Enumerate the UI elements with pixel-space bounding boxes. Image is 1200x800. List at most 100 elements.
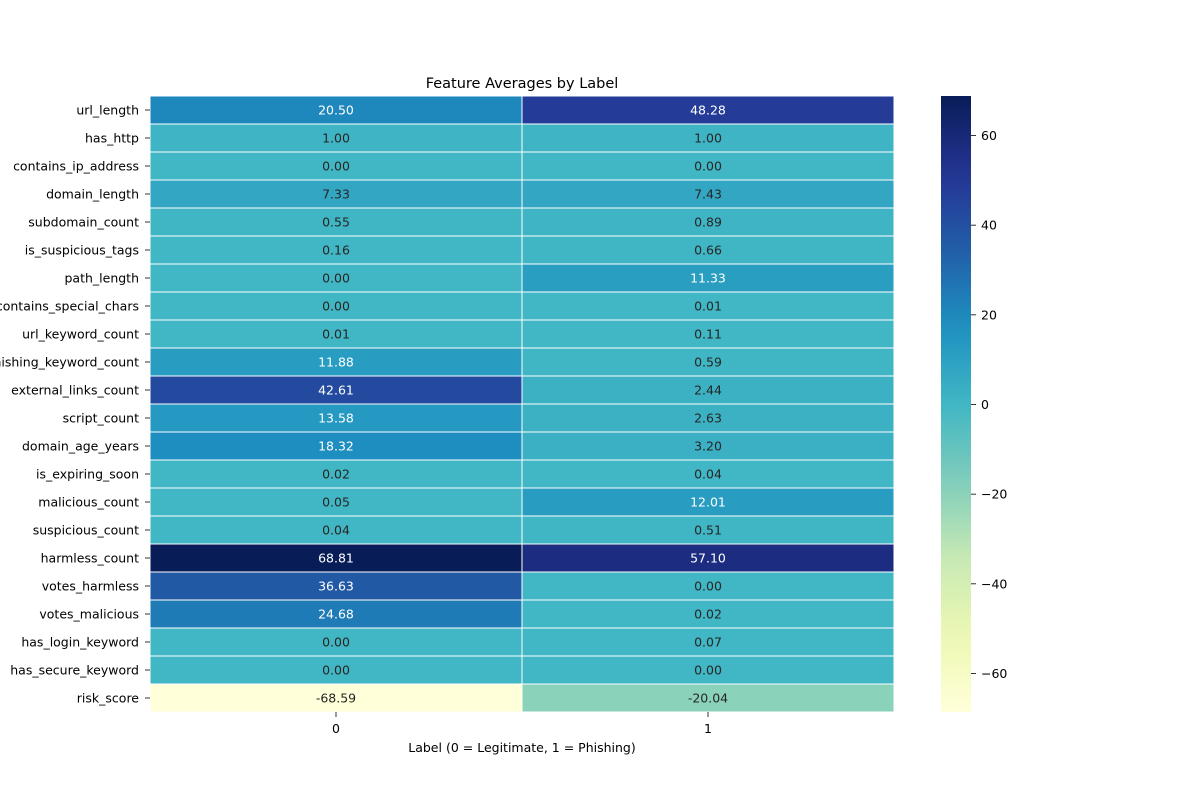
colorbar-tick-label: 40 (981, 218, 997, 233)
y-tick-label: has_login_keyword (21, 635, 139, 650)
y-tick-label: votes_malicious (39, 607, 139, 622)
cell-value-label: 0.00 (322, 271, 350, 286)
heatmap-cells: 20.50 48.28 1.00 1.00 0.00 0.00 7.33 7.43 0.55 0.… (149, 95, 895, 713)
heatmap-cell (149, 487, 523, 517)
heatmap-cell (149, 627, 523, 657)
y-tick-label: risk_score (77, 691, 140, 706)
cell-value-label: 0.02 (694, 607, 722, 622)
heatmap-cell (521, 235, 895, 265)
cell-value-label: 0.07 (694, 635, 722, 650)
x-axis-label: Label (0 = Legitimate, 1 = Phishing) (408, 740, 635, 755)
y-tick-label: phishing_keyword_count (0, 355, 139, 370)
cell-value-label: 0.04 (694, 467, 722, 482)
cell-value-label: 12.01 (690, 495, 726, 510)
y-tick-label: script_count (63, 411, 139, 426)
cell-value-label: -20.04 (688, 691, 728, 706)
cell-value-label: 0.55 (322, 215, 350, 230)
y-tick-label: has_secure_keyword (10, 663, 139, 678)
cell-value-label: 1.00 (322, 131, 350, 146)
y-tick-label: is_expiring_soon (36, 467, 139, 482)
y-tick-label: votes_harmless (42, 579, 139, 594)
y-tick-label: harmless_count (41, 551, 139, 566)
heatmap-cell (521, 291, 895, 321)
cell-value-label: 48.28 (690, 103, 726, 118)
cell-value-label: 13.58 (318, 411, 354, 426)
cell-value-label: 20.50 (318, 103, 354, 118)
heatmap-cell (521, 207, 895, 237)
cell-value-label: 0.01 (694, 299, 722, 314)
cell-value-label: 0.01 (322, 327, 350, 342)
x-tick-label: 1 (704, 721, 712, 736)
heatmap-cell (521, 571, 895, 601)
cell-value-label: 0.00 (694, 663, 722, 678)
cell-value-label: 0.00 (322, 635, 350, 650)
cell-value-label: 0.89 (694, 215, 722, 230)
y-tick-label: contains_ip_address (13, 159, 139, 174)
cell-value-label: 7.43 (694, 187, 722, 202)
heatmap-cell (521, 627, 895, 657)
colorbar-tick-label: 20 (981, 307, 997, 322)
x-tick-label: 0 (332, 721, 340, 736)
colorbar-tick-label: −40 (981, 576, 1007, 591)
y-tick-labels: url_length has_http contains_ip_addressdom… (0, 103, 150, 706)
cell-value-label: 0.66 (694, 243, 722, 258)
cell-value-label: 57.10 (690, 551, 726, 566)
heatmap-cell (521, 263, 895, 293)
heatmap-cell (521, 95, 895, 125)
y-tick-label: suspicious_count (33, 523, 139, 538)
heatmap-cell (521, 655, 895, 685)
colorbar-tick-label: −20 (981, 487, 1007, 502)
heatmap-cell (149, 123, 523, 153)
chart-title: Feature Averages by Label (426, 76, 619, 92)
colorbar-gradient (941, 96, 971, 712)
cell-value-label: 68.81 (318, 551, 354, 566)
heatmap-cell (149, 431, 523, 461)
cell-value-label: 0.00 (322, 663, 350, 678)
cell-value-label: 18.32 (318, 439, 354, 454)
cell-value-label: 0.00 (694, 159, 722, 174)
heatmap-cell (521, 123, 895, 153)
colorbar-tick-label: 0 (981, 397, 989, 412)
cell-value-label: 11.33 (690, 271, 726, 286)
cell-value-label: 0.59 (694, 355, 722, 370)
y-tick-label: domain_length (46, 187, 139, 202)
cell-value-label: 0.00 (322, 299, 350, 314)
y-tick-label: contains_special_chars (0, 299, 139, 314)
cell-value-label: 0.16 (322, 243, 350, 258)
cell-value-label: 3.20 (694, 439, 722, 454)
y-tick-label: external_links_count (11, 383, 139, 398)
cell-value-label: 0.11 (694, 327, 722, 342)
cell-value-label: 0.51 (694, 523, 722, 538)
y-tick-label: has_http (85, 131, 139, 146)
heatmap-cell (521, 347, 895, 377)
heatmap-cell (149, 515, 523, 545)
cell-value-label: 2.44 (694, 383, 722, 398)
cell-value-label: 0.00 (694, 579, 722, 594)
y-tick-label: url_length (76, 103, 139, 118)
heatmap-cell (149, 459, 523, 489)
cell-value-label: 36.63 (318, 579, 354, 594)
cell-value-label: 0.00 (322, 159, 350, 174)
cell-value-label: 0.04 (322, 523, 350, 538)
heatmap-cell (149, 599, 523, 629)
heatmap-cell (521, 319, 895, 349)
cell-value-label: 11.88 (318, 355, 354, 370)
y-tick-label: subdomain_count (28, 215, 139, 230)
cell-value-label: 2.63 (694, 411, 722, 426)
heatmap-cell (521, 151, 895, 181)
heatmap-cell (521, 487, 895, 517)
y-tick-label: path_length (64, 271, 139, 286)
heatmap-cell (149, 683, 523, 713)
y-tick-label: url_keyword_count (22, 327, 139, 342)
cell-value-label: -68.59 (316, 691, 356, 706)
cell-value-label: 24.68 (318, 607, 354, 622)
cell-value-label: 1.00 (694, 131, 722, 146)
y-tick-label: malicious_count (38, 495, 139, 510)
colorbar-tick-label: 60 (981, 128, 997, 143)
colorbar-tick-label: −60 (981, 666, 1007, 681)
cell-value-label: 7.33 (322, 187, 350, 202)
heatmap-cell (149, 95, 523, 125)
heatmap-cell (521, 431, 895, 461)
